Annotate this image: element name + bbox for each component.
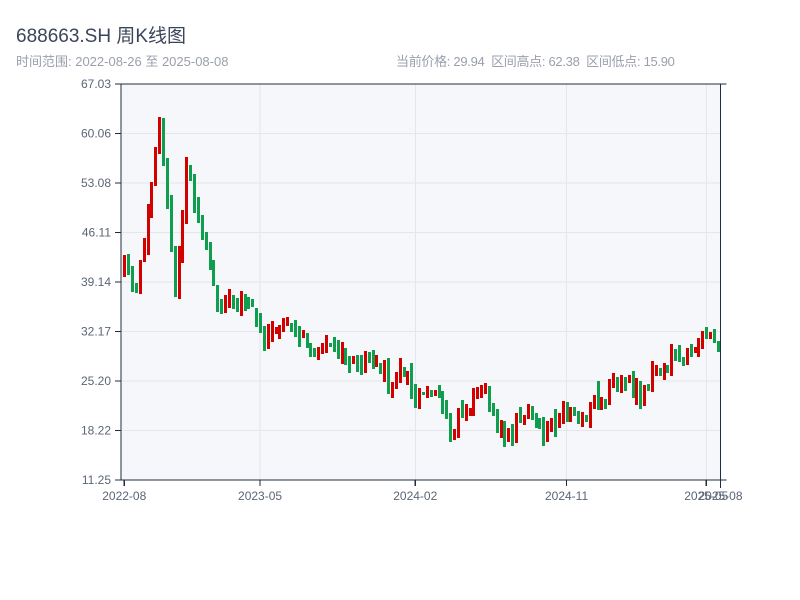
svg-text:46.11: 46.11 <box>82 226 111 240</box>
svg-text:18.22: 18.22 <box>81 424 111 438</box>
svg-text:2024-02: 2024-02 <box>393 489 437 503</box>
svg-text:39.14: 39.14 <box>81 275 111 289</box>
svg-text:2024-11: 2024-11 <box>545 489 588 503</box>
svg-text:2025-08: 2025-08 <box>698 489 742 503</box>
svg-text:32.17: 32.17 <box>81 324 111 338</box>
svg-text:25.20: 25.20 <box>81 374 111 388</box>
svg-text:11.25: 11.25 <box>82 473 111 487</box>
svg-text:60.06: 60.06 <box>81 126 111 140</box>
svg-text:2023-05: 2023-05 <box>238 489 282 503</box>
svg-text:2022-08: 2022-08 <box>102 489 146 503</box>
svg-text:67.03: 67.03 <box>81 77 111 91</box>
svg-text:53.08: 53.08 <box>81 176 111 190</box>
